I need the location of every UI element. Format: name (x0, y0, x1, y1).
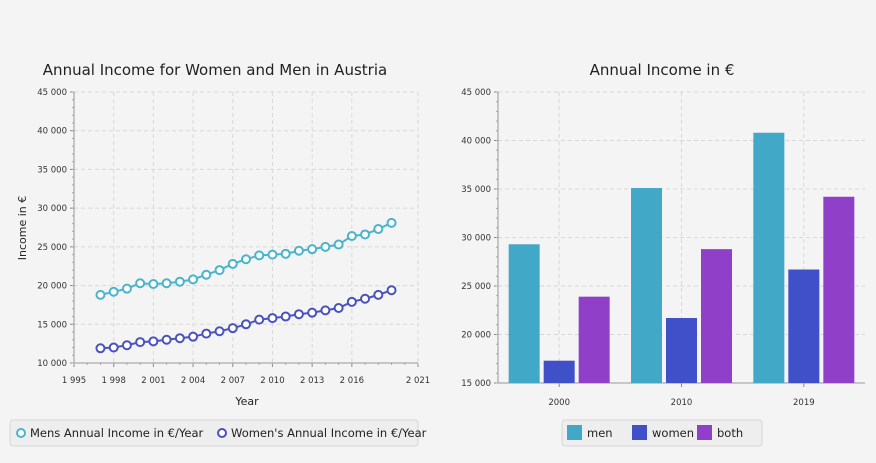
line-point-0 (254, 250, 265, 261)
line-point-0 (293, 245, 304, 256)
line-point-0 (95, 289, 106, 300)
line-chart-xtick-label: 2 004 (181, 376, 205, 386)
line-point-0 (373, 224, 384, 235)
line-point-0 (148, 279, 159, 290)
bar-chart-ytick-label: 40 000 (461, 137, 491, 147)
line-point-1 (280, 311, 291, 322)
line-chart-xtick-label: 2 021 (406, 376, 430, 386)
line-point-0 (201, 269, 212, 280)
line-point-1 (135, 337, 146, 348)
line-chart-ytick-label: 25 000 (37, 243, 67, 253)
line-chart-xtick-label: 1 998 (102, 376, 126, 386)
line-point-1 (108, 342, 119, 353)
bar-chart-ytick-label: 45 000 (461, 88, 491, 98)
line-point-1 (161, 334, 172, 345)
line-chart-ytick-label: 40 000 (37, 127, 67, 137)
line-point-1 (148, 336, 159, 347)
line-point-1 (254, 314, 265, 325)
bar-women (543, 360, 575, 383)
line-point-0 (320, 241, 331, 252)
line-chart-ytick-label: 20 000 (37, 282, 67, 292)
line-point-1 (320, 305, 331, 316)
line-point-0 (346, 231, 357, 242)
line-point-0 (241, 254, 251, 265)
legend-swatch-women (632, 425, 647, 440)
bar-chart-ytick-label: 35 000 (461, 185, 491, 195)
legend-marker-men-line (16, 428, 26, 438)
bar-both (823, 196, 855, 383)
line-point-0 (280, 248, 291, 259)
line-point-1 (307, 307, 318, 318)
line-point-0 (333, 239, 344, 250)
line-point-1 (227, 323, 238, 334)
line-point-1 (241, 319, 251, 330)
line-point-1 (174, 333, 185, 344)
line-chart-ytick-label: 35 000 (37, 165, 67, 175)
legend-swatch-both (697, 425, 712, 440)
line-point-1 (201, 328, 212, 339)
line-chart-xtick-label: 1 995 (62, 376, 86, 386)
line-point-0 (307, 244, 318, 255)
line-point-1 (333, 303, 344, 314)
line-point-0 (267, 249, 278, 260)
bar-women (788, 269, 820, 383)
bar-chart-xtick-label: 2019 (793, 398, 815, 408)
line-point-1 (346, 296, 357, 307)
line-point-1 (360, 293, 371, 304)
bar-chart-ytick-label: 25 000 (461, 282, 491, 292)
bar-men (753, 132, 785, 383)
line-chart-xtick-label: 2 016 (340, 376, 364, 386)
bar-chart-ytick-label: 15 000 (461, 379, 491, 389)
legend-swatch-men (567, 425, 582, 440)
line-chart-xtick-label: 2 013 (300, 376, 324, 386)
line-point-0 (360, 229, 371, 240)
line-point-1 (121, 340, 132, 351)
line-point-0 (227, 258, 238, 269)
line-chart-xtick-label: 2 007 (221, 376, 245, 386)
line-chart-ytick-label: 10 000 (37, 359, 67, 369)
line-chart-xtick-label: 2 010 (260, 376, 284, 386)
line-chart-legend (9, 419, 419, 447)
bar-chart-xtick-label: 2010 (671, 398, 693, 408)
line-point-1 (293, 309, 304, 320)
line-chart-ytick-label: 45 000 (37, 88, 67, 98)
line-point-0 (161, 278, 172, 289)
bar-men (631, 188, 662, 383)
legend-label-women-line: Women's Annual Income in €/Year (231, 426, 427, 440)
legend-label-men-line: Mens Annual Income in €/Year (30, 426, 203, 440)
bar-women (666, 318, 697, 383)
line-point-1 (188, 331, 199, 342)
line-point-1 (267, 313, 278, 324)
legend-label-both: both (717, 426, 743, 440)
legend-label-women: women (652, 426, 694, 440)
line-point-1 (214, 326, 225, 337)
line-chart-ytick-label: 15 000 (37, 320, 67, 330)
line-chart-ytick-label: 30 000 (37, 204, 67, 214)
line-chart-xlabel: Year (234, 395, 259, 408)
line-point-0 (386, 217, 397, 228)
bar-chart-xtick-label: 2000 (548, 398, 570, 408)
bar-both (701, 249, 732, 383)
bar-chart-ytick-label: 30 000 (461, 234, 491, 244)
bar-both (578, 296, 610, 383)
line-point-0 (121, 283, 132, 294)
line-point-0 (135, 278, 146, 289)
bar-chart-title: Annual Income in € (590, 61, 735, 79)
line-chart-title: Annual Income for Women and Men in Austr… (43, 61, 387, 79)
line-chart-ylabel: Income in € (16, 196, 29, 261)
line-point-0 (174, 276, 185, 287)
line-point-0 (188, 274, 199, 285)
legend-marker-women-line (217, 428, 227, 438)
line-point-1 (373, 289, 384, 300)
line-point-1 (95, 343, 106, 354)
bar-men (508, 244, 540, 383)
legend-label-men: men (587, 426, 613, 440)
line-chart-xtick-label: 2 001 (141, 376, 165, 386)
line-point-0 (108, 286, 119, 297)
line-point-1 (386, 285, 397, 296)
line-point-0 (214, 265, 225, 276)
bar-chart-ytick-label: 20 000 (461, 331, 491, 341)
